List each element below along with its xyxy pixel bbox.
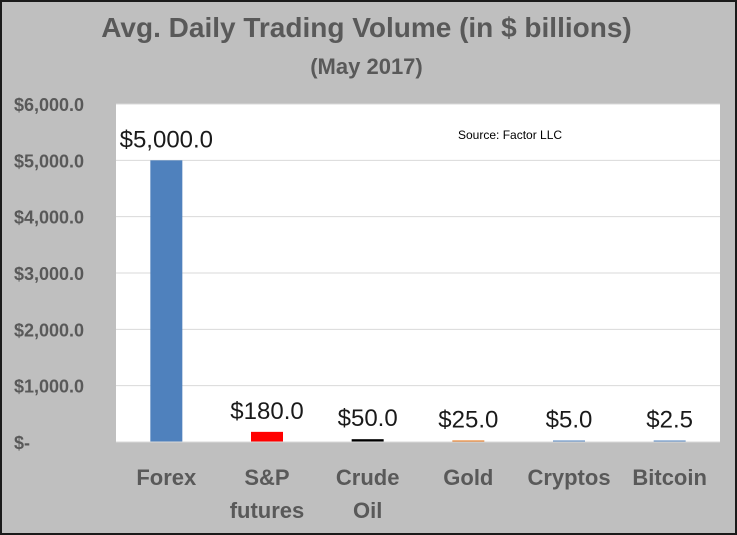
x-tick-label: Forex [136, 465, 197, 490]
bar [150, 160, 183, 443]
source-note: Source: Factor LLC [458, 128, 562, 142]
x-tick-label: Cryptos [527, 465, 610, 490]
y-tick-label: $1,000.0 [14, 377, 84, 397]
x-tick-label: Bitcoin [632, 465, 707, 490]
x-tick-label: Crude Oil [336, 465, 400, 523]
chart-subtitle: (May 2017) [310, 54, 423, 79]
gridlines [116, 103, 720, 387]
bar [553, 440, 585, 442]
y-axis-ticks: $- $1,000.0 $2,000.0 $3,000.0 $4,000.0 $5,000… [14, 95, 84, 453]
x-tick-label: S&P futures [230, 465, 305, 523]
y-tick-label: $2,000.0 [14, 320, 84, 340]
y-tick-label: $4,000.0 [14, 208, 84, 228]
x-tick-label-line: Forex [136, 465, 197, 490]
x-tick-label-line: Oil [353, 498, 382, 523]
x-tick-label-line: Crude [336, 465, 400, 490]
bar [653, 440, 686, 442]
bar [251, 431, 283, 442]
y-tick-label: $5,000.0 [14, 151, 84, 171]
data-label: $180.0 [230, 398, 303, 425]
bars [150, 160, 686, 443]
y-tick-label: $6,000.0 [14, 95, 84, 115]
x-tick-label-line: Bitcoin [632, 465, 707, 490]
x-tick-label-line: Cryptos [527, 465, 610, 490]
x-tick-label: Gold [443, 465, 493, 490]
data-label: $5,000.0 [120, 126, 213, 153]
y-tick-label: $3,000.0 [14, 264, 84, 284]
bar [452, 440, 485, 442]
data-label: $25.0 [438, 407, 498, 434]
x-axis-ticks: Forex S&P futures Crude Oil Gold Cryptos Bitcoi… [136, 465, 707, 523]
data-label: $5.0 [546, 407, 593, 434]
data-label: $50.0 [338, 405, 398, 432]
bar [351, 439, 384, 442]
x-tick-label-line: Gold [443, 465, 493, 490]
y-tick-label: $- [14, 433, 30, 453]
data-labels: $5,000.0 $180.0 $50.0 $25.0 $5.0 $2.5 [120, 126, 693, 433]
chart-title: Avg. Daily Trading Volume (in $ billions… [101, 12, 632, 43]
x-tick-label-line: S&P [244, 465, 289, 490]
x-tick-label-line: futures [230, 498, 305, 523]
data-label: $2.5 [646, 407, 693, 434]
